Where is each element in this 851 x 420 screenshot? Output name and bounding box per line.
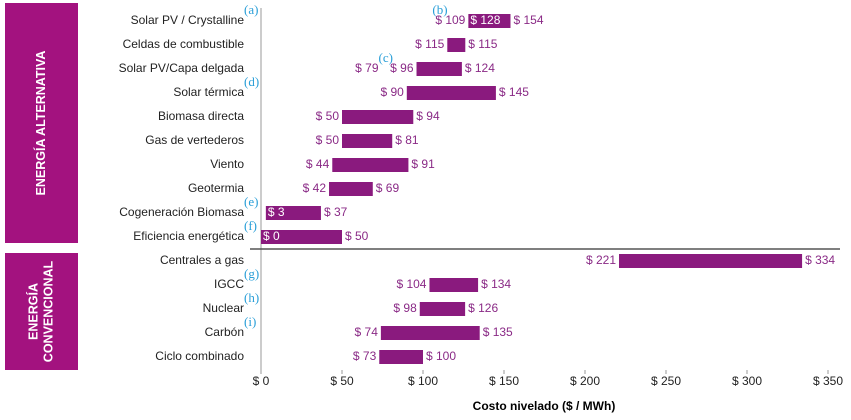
low-label: $ 0 bbox=[263, 229, 280, 243]
annotation: (e) bbox=[244, 194, 258, 209]
low-label: $ 50 bbox=[316, 109, 340, 123]
category-label: Solar térmica bbox=[173, 85, 244, 99]
category-label: IGCC bbox=[214, 277, 244, 291]
x-tick-label: $ 150 bbox=[489, 374, 519, 388]
low-label: $ 42 bbox=[303, 181, 327, 195]
low-label: $ 3 bbox=[268, 205, 285, 219]
x-tick-label: $ 250 bbox=[651, 374, 681, 388]
high-label: $ 91 bbox=[411, 157, 435, 171]
high-label: $ 37 bbox=[324, 205, 348, 219]
low-label: $ 128 bbox=[470, 13, 500, 27]
x-axis-title: Costo nivelado ($ / MWh) bbox=[473, 399, 616, 413]
category-label: Viento bbox=[210, 157, 244, 171]
bar-annotation: (b) bbox=[432, 2, 447, 17]
annotation: (h) bbox=[244, 290, 259, 305]
bar bbox=[468, 14, 511, 28]
bar bbox=[619, 254, 803, 268]
high-label: $ 124 bbox=[465, 61, 495, 75]
bar bbox=[261, 230, 342, 244]
annotation: (i) bbox=[244, 314, 256, 329]
low-label: $ 104 bbox=[396, 277, 426, 291]
high-label: $ 115 bbox=[468, 37, 497, 51]
bar bbox=[419, 302, 466, 316]
x-tick-label: $ 300 bbox=[732, 374, 762, 388]
category-label: Nuclear bbox=[203, 301, 244, 315]
x-tick-label: $ 200 bbox=[570, 374, 600, 388]
bar bbox=[342, 110, 414, 124]
bar bbox=[380, 326, 480, 340]
high-label: $ 135 bbox=[483, 325, 513, 339]
bar bbox=[406, 86, 496, 100]
low-label: $ 74 bbox=[355, 325, 379, 339]
group-box bbox=[5, 3, 78, 243]
annotation: (g) bbox=[244, 266, 259, 281]
category-label: Celdas de combustible bbox=[123, 37, 245, 51]
category-label: Eficiencia energética bbox=[133, 229, 244, 243]
annotation: (d) bbox=[244, 74, 259, 89]
extra-label: $ 109 bbox=[435, 13, 465, 27]
extra-label: $ 79 bbox=[355, 61, 379, 75]
x-tick-label: $ 50 bbox=[330, 374, 354, 388]
x-tick-label: $ 100 bbox=[408, 374, 438, 388]
high-label: $ 334 bbox=[805, 253, 835, 267]
bar-annotation: (c) bbox=[379, 50, 393, 65]
bar bbox=[329, 182, 373, 196]
category-label: Gas de vertederos bbox=[145, 133, 244, 147]
category-label: Solar PV/Capa delgada bbox=[119, 61, 245, 75]
bar bbox=[379, 350, 423, 364]
bar bbox=[265, 206, 321, 220]
annotation: (a) bbox=[244, 2, 258, 17]
group-box bbox=[5, 253, 78, 370]
group-label: ENERGÍA bbox=[25, 283, 40, 340]
high-label: $ 100 bbox=[426, 349, 456, 363]
category-label: Cogeneración Biomasa bbox=[119, 205, 244, 219]
low-label: $ 221 bbox=[586, 253, 616, 267]
bar bbox=[429, 278, 479, 292]
high-label: $ 50 bbox=[345, 229, 369, 243]
low-label: $ 73 bbox=[353, 349, 377, 363]
group-label: ENERGÍA ALTERNATIVA bbox=[33, 51, 48, 196]
bar bbox=[447, 38, 466, 52]
category-label: Biomasa directa bbox=[158, 109, 244, 123]
low-label: $ 98 bbox=[393, 301, 417, 315]
low-label: $ 115 bbox=[415, 37, 444, 51]
bar bbox=[416, 62, 462, 76]
x-tick-label: $ 350 bbox=[813, 374, 843, 388]
category-label: Solar PV / Crystalline bbox=[131, 13, 245, 27]
annotation: (f) bbox=[244, 218, 257, 233]
category-label: Geotermia bbox=[188, 181, 244, 195]
category-label: Carbón bbox=[205, 325, 244, 339]
low-label: $ 96 bbox=[390, 61, 414, 75]
high-label: $ 126 bbox=[468, 301, 498, 315]
category-label: Centrales a gas bbox=[160, 253, 244, 267]
bar bbox=[342, 134, 393, 148]
high-label: $ 69 bbox=[376, 181, 400, 195]
high-label: $ 81 bbox=[395, 133, 419, 147]
high-label: $ 134 bbox=[481, 277, 511, 291]
high-label: $ 154 bbox=[513, 13, 543, 27]
bar bbox=[332, 158, 409, 172]
high-label: $ 145 bbox=[499, 85, 529, 99]
low-label: $ 44 bbox=[306, 157, 330, 171]
x-tick-label: $ 0 bbox=[253, 374, 270, 388]
low-label: $ 50 bbox=[316, 133, 340, 147]
low-label: $ 90 bbox=[380, 85, 404, 99]
high-label: $ 94 bbox=[416, 109, 440, 123]
group-label: CONVENCIONAL bbox=[41, 260, 55, 362]
category-label: Ciclo combinado bbox=[155, 349, 244, 363]
